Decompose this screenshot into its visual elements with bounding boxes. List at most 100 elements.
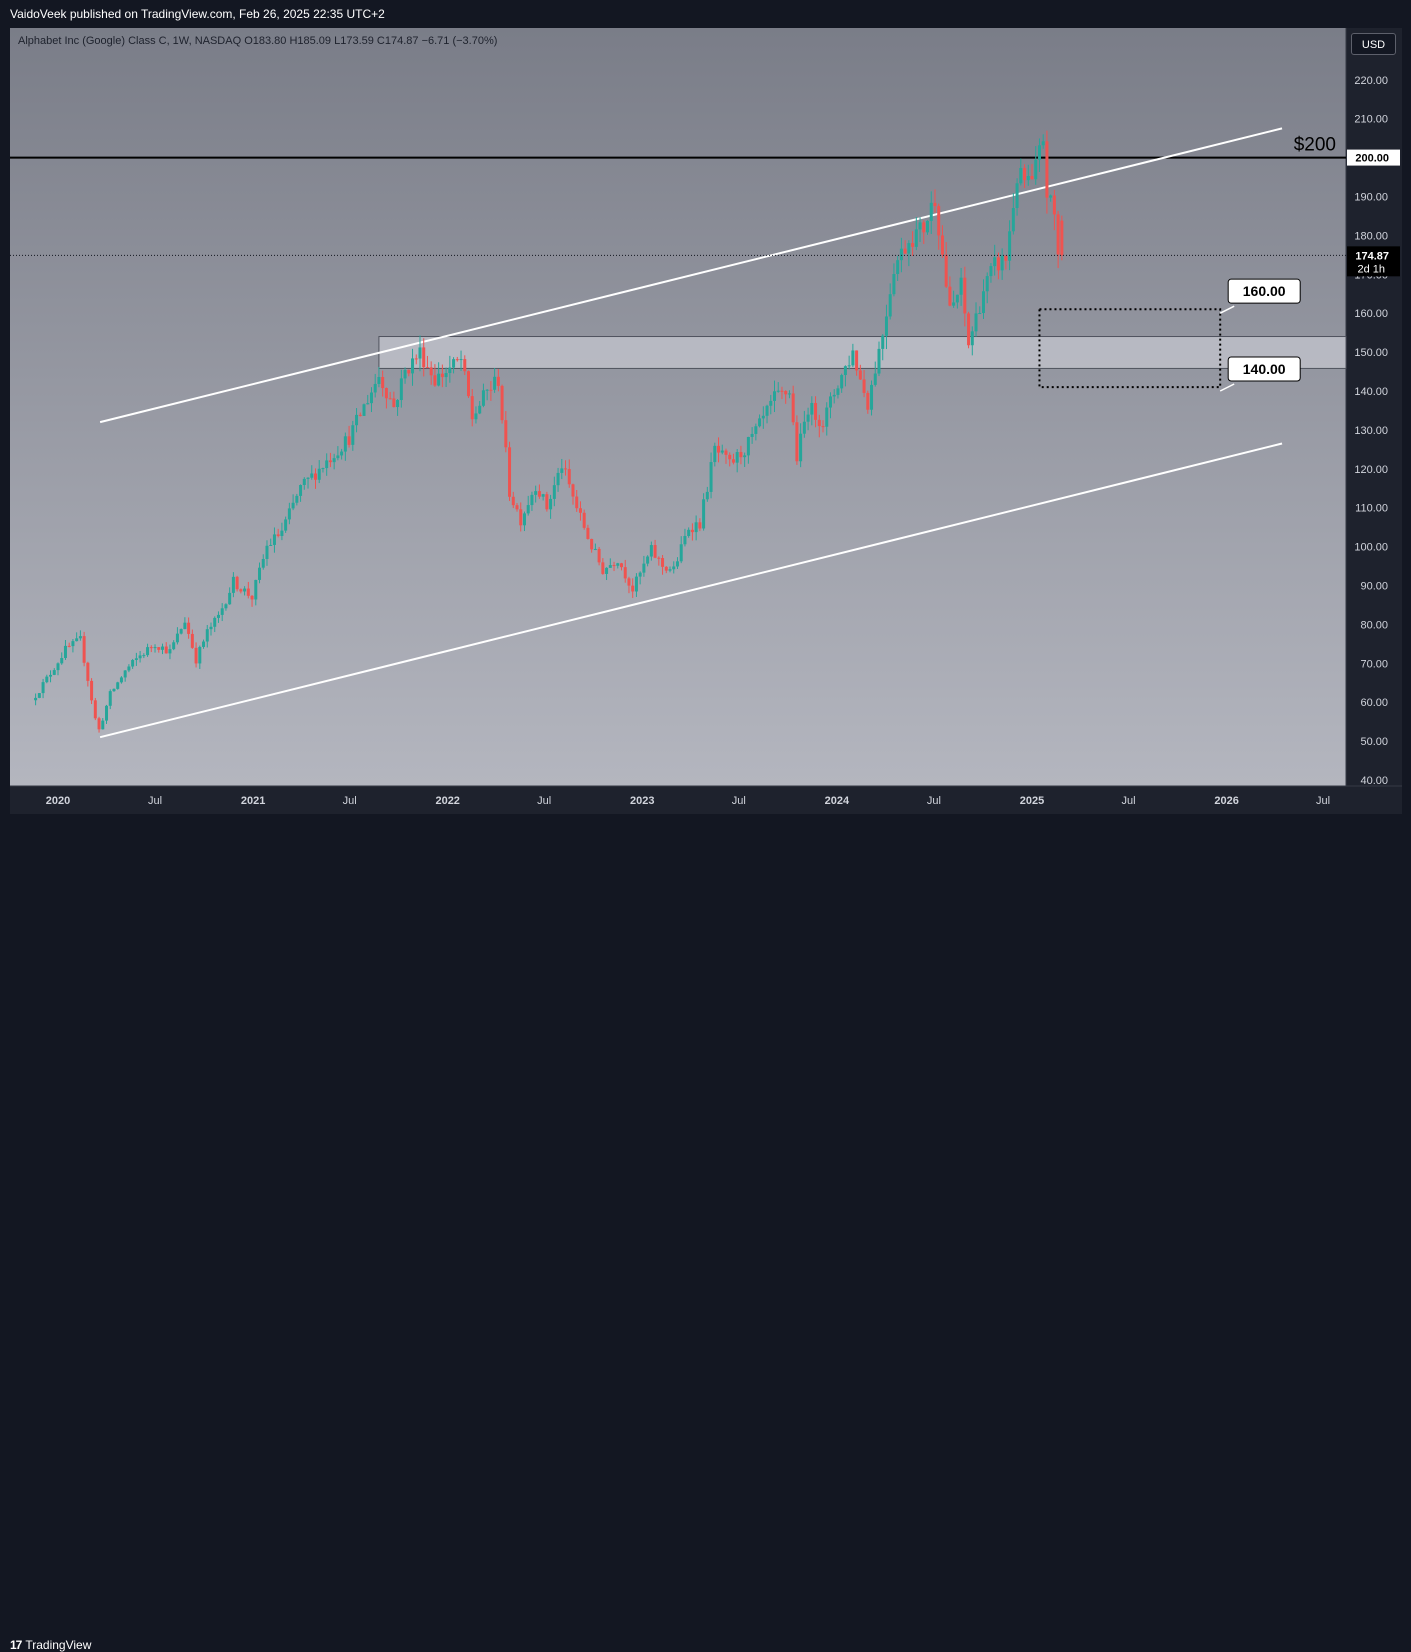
candle-body (440, 373, 444, 378)
candle-body (899, 248, 903, 261)
candle-body (362, 404, 366, 416)
candle-body (922, 222, 926, 233)
candle-body (843, 366, 847, 376)
x-tick-label: 2020 (46, 795, 70, 807)
candle-body (623, 567, 627, 579)
candle-body (877, 348, 881, 374)
candle-body (235, 576, 239, 590)
candle-body (556, 472, 560, 486)
candle-body (940, 235, 944, 255)
candle-body (45, 676, 49, 683)
candle-body (452, 359, 456, 368)
candle-body (105, 705, 109, 721)
candles-group (34, 130, 1064, 733)
candle-body (377, 377, 381, 384)
callout-pointer (1219, 305, 1235, 314)
candle-body (530, 494, 534, 506)
candle-body (799, 433, 803, 462)
candle-body (75, 638, 79, 642)
symbol-ohlc-legend[interactable]: Alphabet Inc (Google) Class C, 1W, NASDA… (18, 35, 498, 47)
candle-body (399, 378, 403, 401)
candlestick-chart[interactable]: 40.00 50.00 60.00 70.00 80.00 90.00 100.00 110.… (10, 28, 1402, 814)
candle-body (720, 450, 724, 453)
candle-body (276, 534, 280, 536)
candle-body (627, 578, 631, 586)
candle-body (317, 468, 321, 480)
candle-body (496, 376, 500, 386)
x-tick-label: Jul (1316, 795, 1330, 807)
x-tick-label: 2022 (435, 795, 459, 807)
candle-body (384, 388, 388, 399)
candle-body (220, 608, 224, 615)
chart-area[interactable]: 40.00 50.00 60.00 70.00 80.00 90.00 100.00 110.… (10, 28, 1402, 814)
candle-body (616, 563, 620, 566)
candle-body (481, 390, 485, 406)
candle-body (429, 367, 433, 376)
candle-body (653, 545, 657, 558)
candle-body (310, 473, 314, 478)
candle-body (515, 505, 519, 510)
candle-body (127, 666, 131, 671)
candle-body (258, 567, 262, 580)
candle-body (754, 426, 758, 434)
price-axis-background (1346, 28, 1402, 814)
candle-body (870, 384, 874, 410)
candle-body (366, 403, 370, 405)
candle-body (884, 316, 888, 336)
candle-body (474, 413, 478, 420)
candle-body (131, 659, 135, 667)
candle-body (817, 419, 821, 427)
candle-body (302, 478, 306, 486)
candle-body (213, 617, 217, 627)
candle-body (821, 426, 825, 428)
level-200-axis-label: 200.00 (1355, 153, 1389, 165)
candle-body (321, 468, 325, 470)
candle-body (1037, 145, 1041, 160)
candle-body (1015, 183, 1019, 209)
candle-body (280, 530, 284, 536)
candle-body (511, 496, 515, 506)
candle-body (168, 649, 172, 654)
candle-body (246, 588, 250, 596)
candle-body (571, 484, 575, 497)
candle-body (90, 680, 94, 701)
candle-body (250, 595, 254, 600)
candle-body (724, 450, 728, 455)
candle-body (713, 445, 717, 463)
currency-button[interactable]: USD (1351, 33, 1396, 55)
candle-body (101, 720, 105, 730)
candle-body (340, 451, 344, 456)
candle-body (272, 534, 276, 545)
candle-body (478, 405, 482, 414)
candle-body (108, 691, 112, 706)
candle-body (937, 206, 941, 236)
callout-box (1227, 356, 1301, 382)
candle-body (500, 385, 504, 421)
candle-body (638, 572, 642, 577)
channel-lower-line (99, 442, 1283, 739)
candle-body (888, 294, 892, 317)
candle-body (578, 508, 582, 513)
candle-body (743, 455, 747, 458)
candle-body (373, 383, 377, 393)
candle-body (86, 662, 90, 681)
candle-body (1034, 159, 1038, 180)
candle-body (287, 508, 291, 520)
candle-body (601, 562, 605, 574)
candle-body (631, 585, 635, 592)
y-tick-label: 100.00 (1354, 542, 1388, 554)
candle-body (1030, 176, 1034, 180)
candle-body (970, 331, 974, 346)
candle-body (172, 642, 176, 650)
candle-body (926, 220, 930, 233)
candle-body (1008, 231, 1012, 261)
x-tick-label: Jul (927, 795, 941, 807)
candle-body (944, 254, 948, 287)
candle-body (381, 377, 385, 389)
candle-body (597, 548, 601, 563)
candle-body (1045, 141, 1049, 198)
candle-body (564, 468, 568, 470)
tradingview-logo[interactable]: 17 TradingView (10, 1638, 91, 1652)
candle-body (649, 545, 653, 557)
candle-body (646, 556, 650, 564)
